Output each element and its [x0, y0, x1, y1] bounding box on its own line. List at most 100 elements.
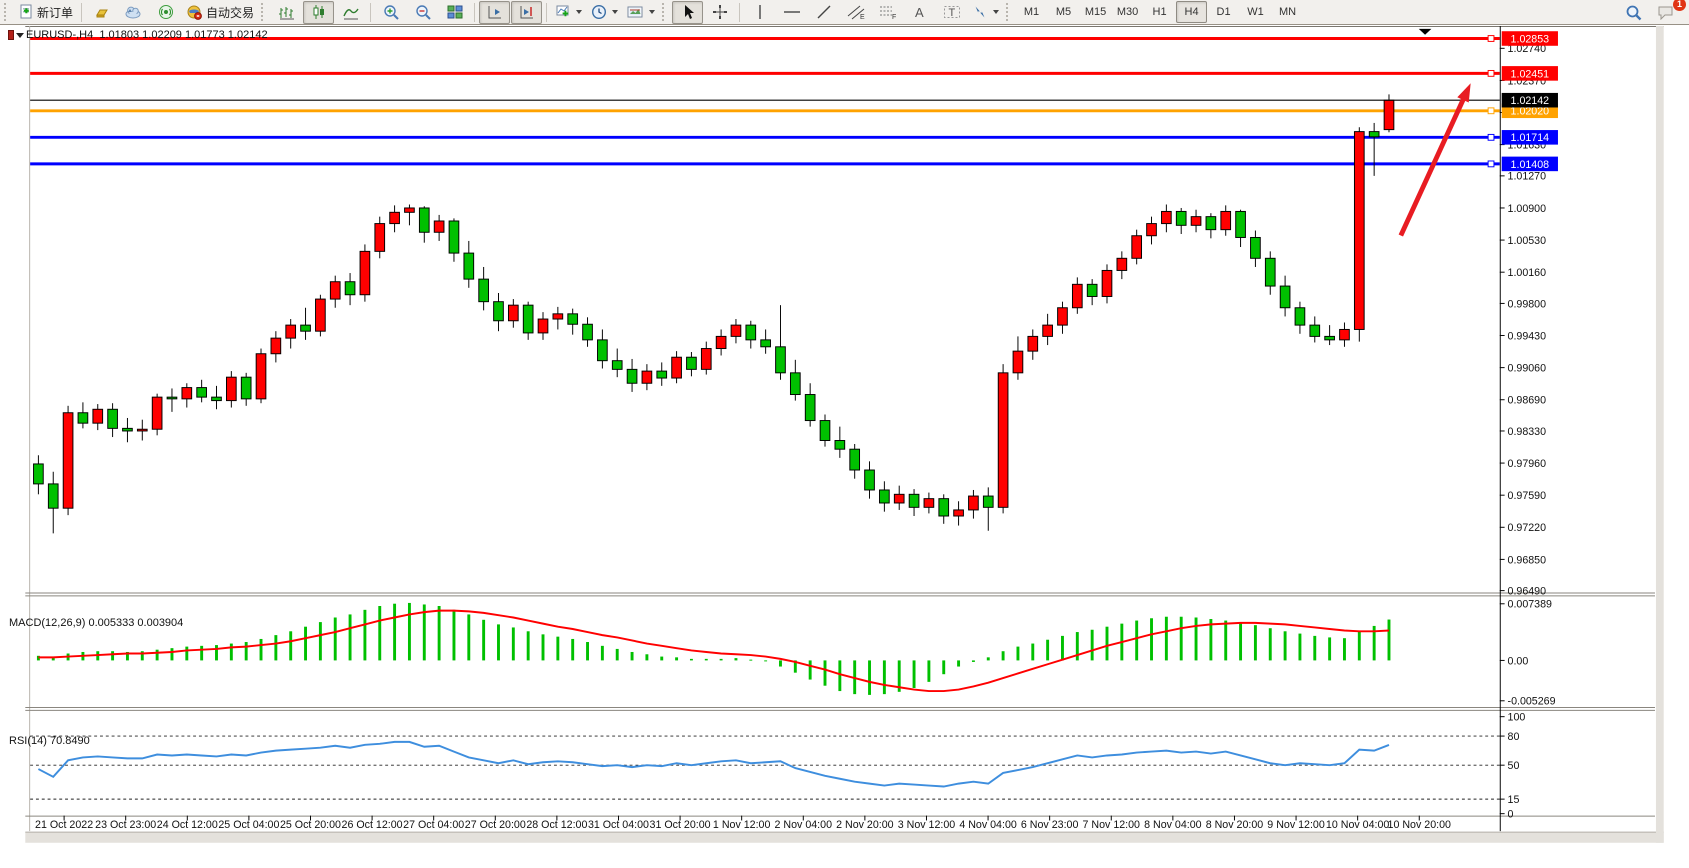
trendline-tool-button[interactable] — [808, 1, 839, 24]
toolbar-grip[interactable] — [261, 3, 267, 21]
timeframe-M30[interactable]: M30 — [1116, 6, 1139, 18]
macd-histogram-bar — [689, 658, 693, 661]
candle — [626, 368, 638, 384]
macd-histogram-bar — [482, 619, 486, 661]
candle — [448, 220, 460, 254]
timeframe-W1[interactable]: W1 — [1247, 6, 1264, 18]
zoom-in-button[interactable] — [375, 1, 406, 24]
timeframe-D1[interactable]: D1 — [1216, 6, 1231, 18]
candle — [1027, 335, 1039, 352]
tile-windows-button[interactable] — [439, 1, 470, 24]
axis-tick-label: 0.97590 — [1508, 490, 1547, 502]
cursor-tool-button[interactable] — [672, 0, 704, 24]
crosshair-tool-button[interactable] — [704, 1, 735, 24]
arrows-tool-button[interactable] — [968, 1, 1003, 24]
time-tick-label: 25 Oct 20:00 — [280, 819, 341, 831]
auto-scroll-button[interactable] — [479, 0, 511, 24]
macd-histogram-bar — [318, 622, 322, 661]
macd-histogram-bar — [170, 648, 174, 661]
search-button[interactable] — [1618, 1, 1649, 24]
timeframe-H1[interactable]: H1 — [1152, 6, 1167, 18]
macd-histogram-bar — [630, 651, 634, 661]
notifications-button[interactable]: 1 — [1650, 0, 1686, 24]
candle — [136, 428, 148, 432]
price-badge-label: 1.01714 — [1511, 132, 1550, 144]
line-chart-type-button[interactable] — [335, 1, 366, 24]
timeframe-M5[interactable]: M5 — [1055, 6, 1072, 18]
macd-histogram-bar — [1343, 638, 1346, 661]
tile-windows-icon — [447, 4, 463, 20]
zoom-out-button[interactable] — [407, 1, 438, 24]
equidistant-channel-tool-button[interactable]: E — [840, 1, 871, 24]
macd-signal-line — [38, 609, 1390, 693]
candle — [1324, 335, 1335, 341]
candle — [181, 387, 193, 400]
community-button[interactable] — [118, 1, 149, 24]
macd-histogram-bar — [497, 624, 500, 661]
horizontal-line-tool-button[interactable] — [776, 1, 807, 24]
candlestick-type-button[interactable] — [303, 0, 335, 24]
fibonacci-icon: F — [879, 4, 897, 20]
new-order-button[interactable]: 新订单 — [14, 1, 77, 24]
periods-button[interactable] — [587, 1, 622, 24]
candle — [849, 448, 861, 471]
crosshair-icon — [712, 4, 728, 20]
axis-tick-label: 0.98690 — [1508, 395, 1547, 407]
toolbar-grip[interactable] — [4, 3, 10, 21]
line-handle[interactable] — [1487, 160, 1495, 168]
candle — [1353, 131, 1365, 330]
gold-button[interactable] — [86, 1, 117, 24]
candle — [1116, 257, 1128, 271]
toolbar-grip[interactable] — [662, 3, 668, 21]
symbol-selector[interactable] — [8, 30, 24, 40]
price-badge — [1501, 156, 1558, 172]
macd-histogram-bar — [140, 651, 144, 661]
price-badge — [1501, 31, 1558, 46]
chart-shift-button[interactable] — [511, 0, 543, 24]
line-handle[interactable] — [1487, 35, 1495, 42]
macd-histogram-bar — [1090, 629, 1094, 661]
bar-chart-type-button[interactable] — [271, 1, 302, 24]
text-tool-button[interactable]: A — [904, 1, 935, 24]
ohlc-bars-icon — [278, 4, 295, 20]
auto-trading-button[interactable]: 自动交易 — [182, 1, 258, 24]
timeframe-H4[interactable]: H4 — [1176, 1, 1208, 23]
indicators-button[interactable] — [551, 1, 586, 24]
macd-histogram-bar — [452, 609, 456, 661]
candle — [315, 298, 326, 332]
macd-histogram-bar — [1283, 631, 1287, 661]
axis-tick-label: 1.00160 — [1508, 267, 1547, 279]
candle — [582, 323, 593, 341]
axis-tick-label: 0.99430 — [1508, 330, 1547, 342]
candle — [1264, 257, 1276, 287]
trend-arrow-head[interactable] — [1457, 83, 1471, 103]
time-tick-label: 25 Oct 04:00 — [218, 819, 279, 831]
time-tick-label: 23 Oct 23:00 — [95, 819, 156, 831]
signal-button[interactable] — [150, 1, 181, 24]
fibonacci-tool-button[interactable]: F — [872, 1, 903, 24]
timeframe-M1[interactable]: M1 — [1023, 6, 1040, 18]
candle — [463, 252, 475, 280]
candle — [1012, 350, 1024, 374]
candle — [1071, 283, 1083, 309]
line-handle[interactable] — [1487, 133, 1495, 141]
line-handle[interactable] — [1487, 69, 1495, 77]
toolbar-grip[interactable] — [1006, 3, 1012, 21]
candle — [33, 463, 44, 485]
vertical-line-tool-button[interactable] — [744, 1, 775, 24]
macd-histogram-bar — [734, 658, 738, 661]
candle — [834, 440, 846, 450]
macd-histogram-bar — [1075, 632, 1079, 661]
text-label-tool-button[interactable]: T — [936, 1, 967, 24]
chart-canvas[interactable]: 1.027401.023701.020001.016301.012701.009… — [0, 26, 1689, 868]
timeframe-MN[interactable]: MN — [1278, 6, 1297, 18]
line-handle[interactable] — [1487, 107, 1495, 115]
chart-shift-marker[interactable] — [1418, 28, 1432, 35]
trend-arrow-line[interactable] — [1398, 92, 1469, 237]
templates-button[interactable] — [623, 1, 659, 24]
timeframe-M15[interactable]: M15 — [1084, 6, 1107, 18]
candle — [374, 223, 386, 252]
chart-area[interactable]: 1.027401.023701.020001.016301.012701.009… — [0, 26, 1689, 868]
macd-histogram-bar — [467, 614, 471, 661]
dropdown-caret-icon — [612, 10, 619, 14]
